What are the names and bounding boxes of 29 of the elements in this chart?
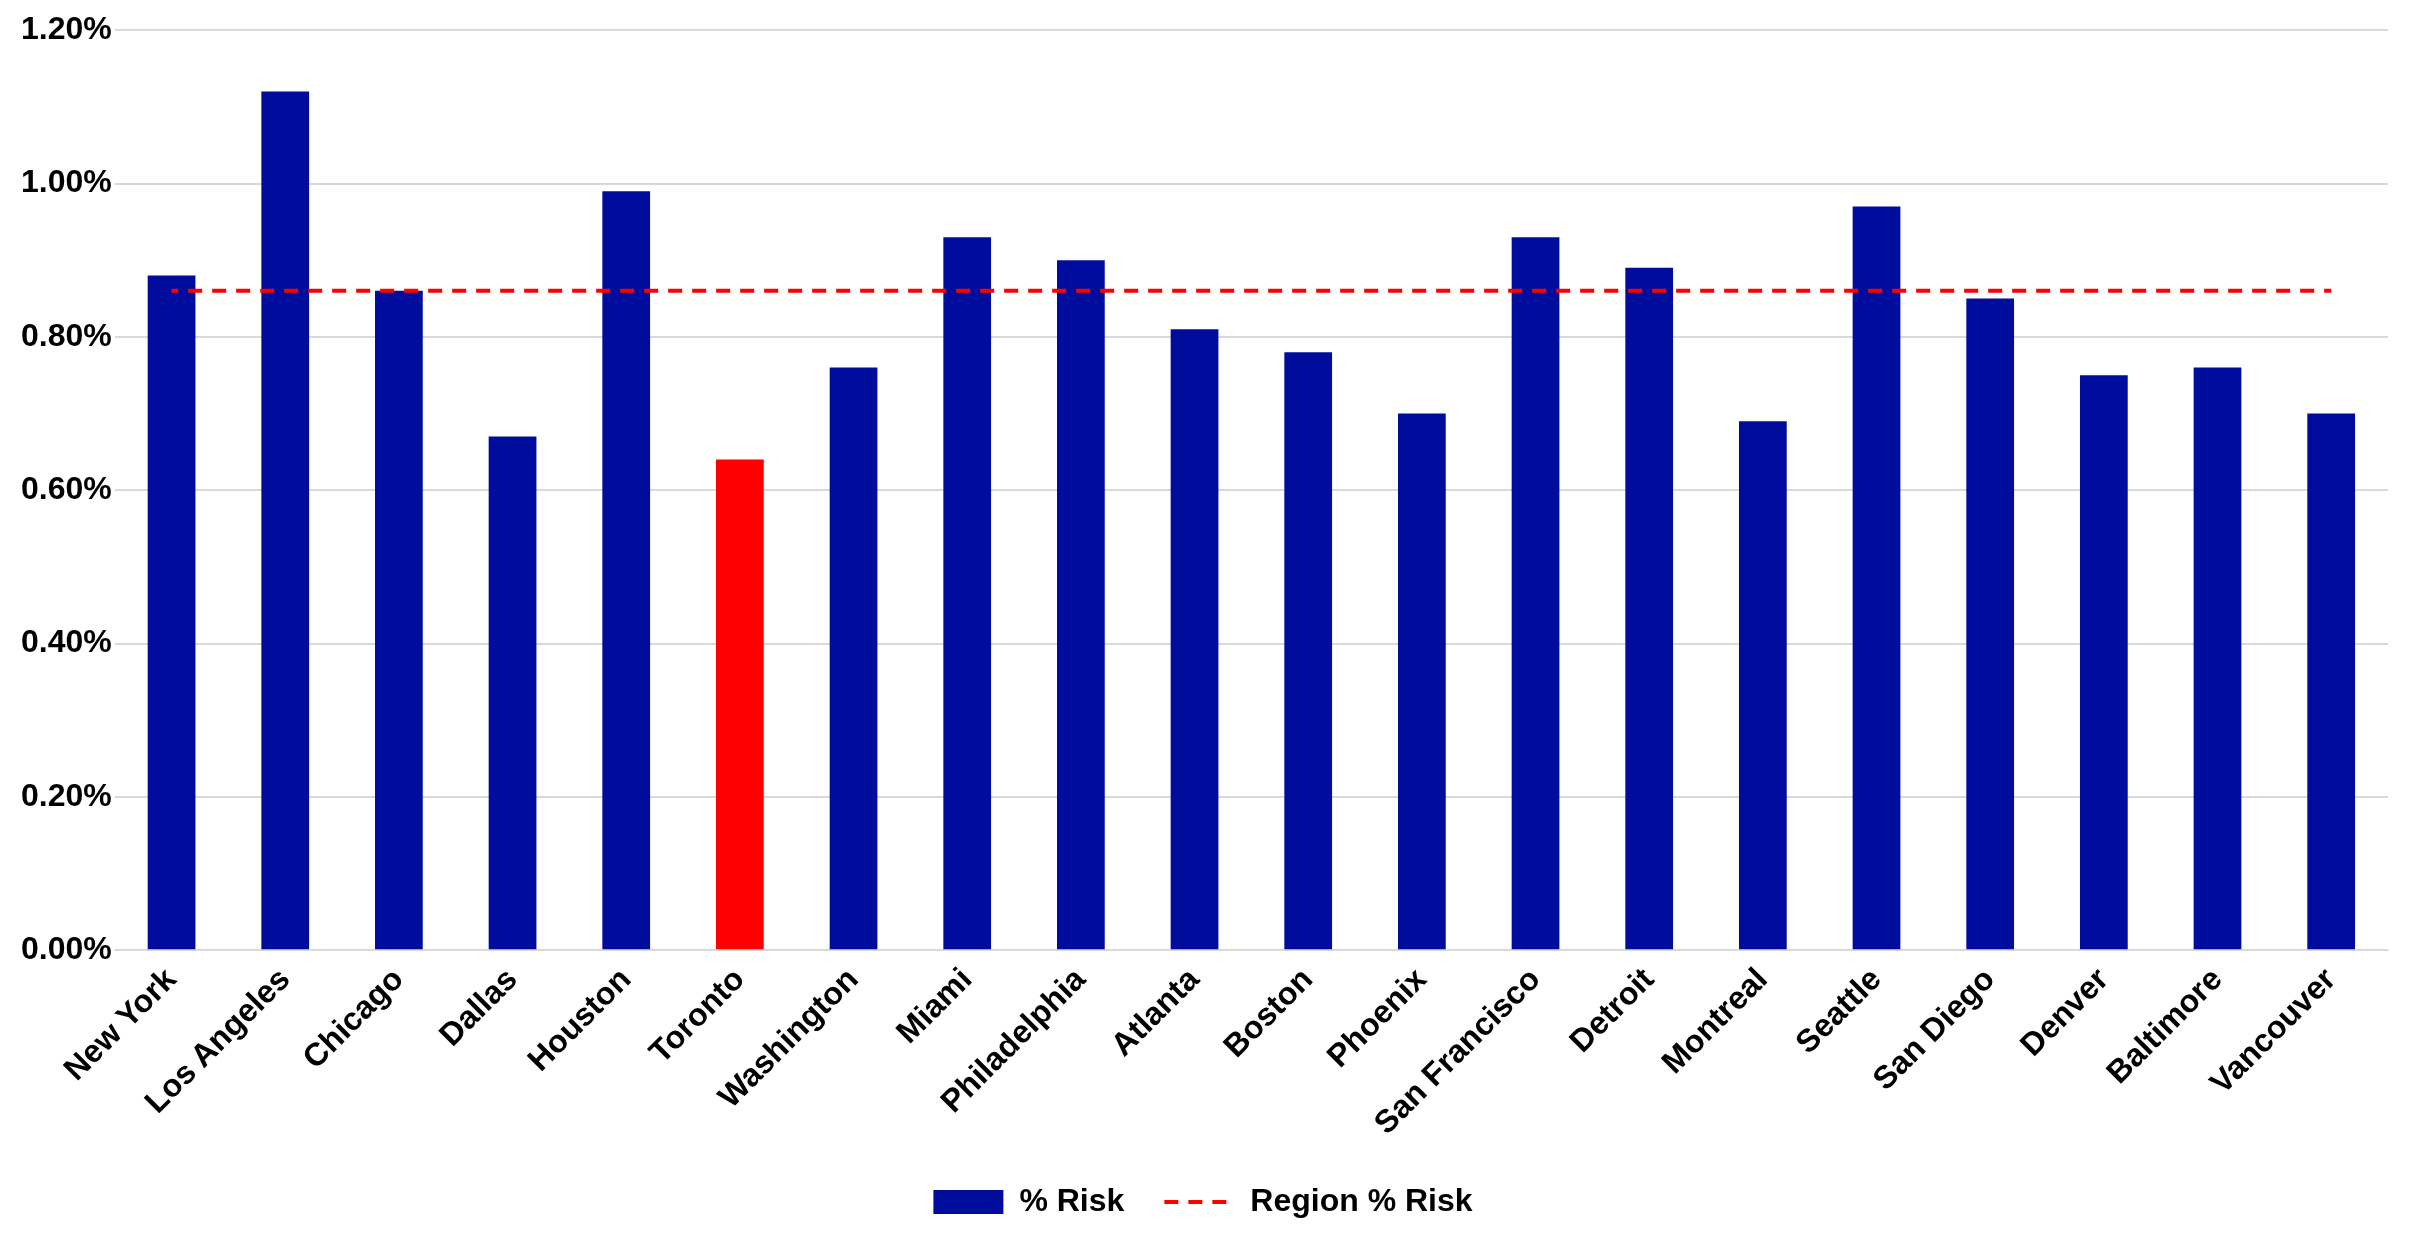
bar <box>1511 237 1560 950</box>
bar <box>2193 367 2242 950</box>
bar <box>1284 352 1333 950</box>
bar <box>1625 267 1674 950</box>
legend-label: Region % Risk <box>1250 1181 1473 1218</box>
bar <box>375 290 423 950</box>
bar <box>261 91 310 950</box>
bar <box>1966 298 2015 950</box>
bar <box>1170 329 1219 950</box>
bar <box>829 367 878 950</box>
bar <box>147 275 196 950</box>
y-tick-label: 0.60% <box>21 470 112 507</box>
bar <box>943 237 992 950</box>
y-tick-label: 0.80% <box>21 316 112 353</box>
bar <box>488 436 537 950</box>
y-tick-label: 1.00% <box>21 163 112 200</box>
bar <box>716 459 764 950</box>
y-tick-label: 0.20% <box>21 776 112 813</box>
y-tick-label: 0.00% <box>21 930 112 966</box>
y-tick-label: 1.20% <box>21 10 112 47</box>
legend-label: % Risk <box>1019 1181 1125 1218</box>
y-tick-label: 0.40% <box>21 623 112 660</box>
bar <box>1738 421 1787 950</box>
bar <box>2079 375 2128 950</box>
bar <box>2307 413 2356 950</box>
bar <box>1057 260 1105 950</box>
bar <box>1397 413 1446 950</box>
bar <box>602 191 651 950</box>
bar <box>1852 206 1901 950</box>
